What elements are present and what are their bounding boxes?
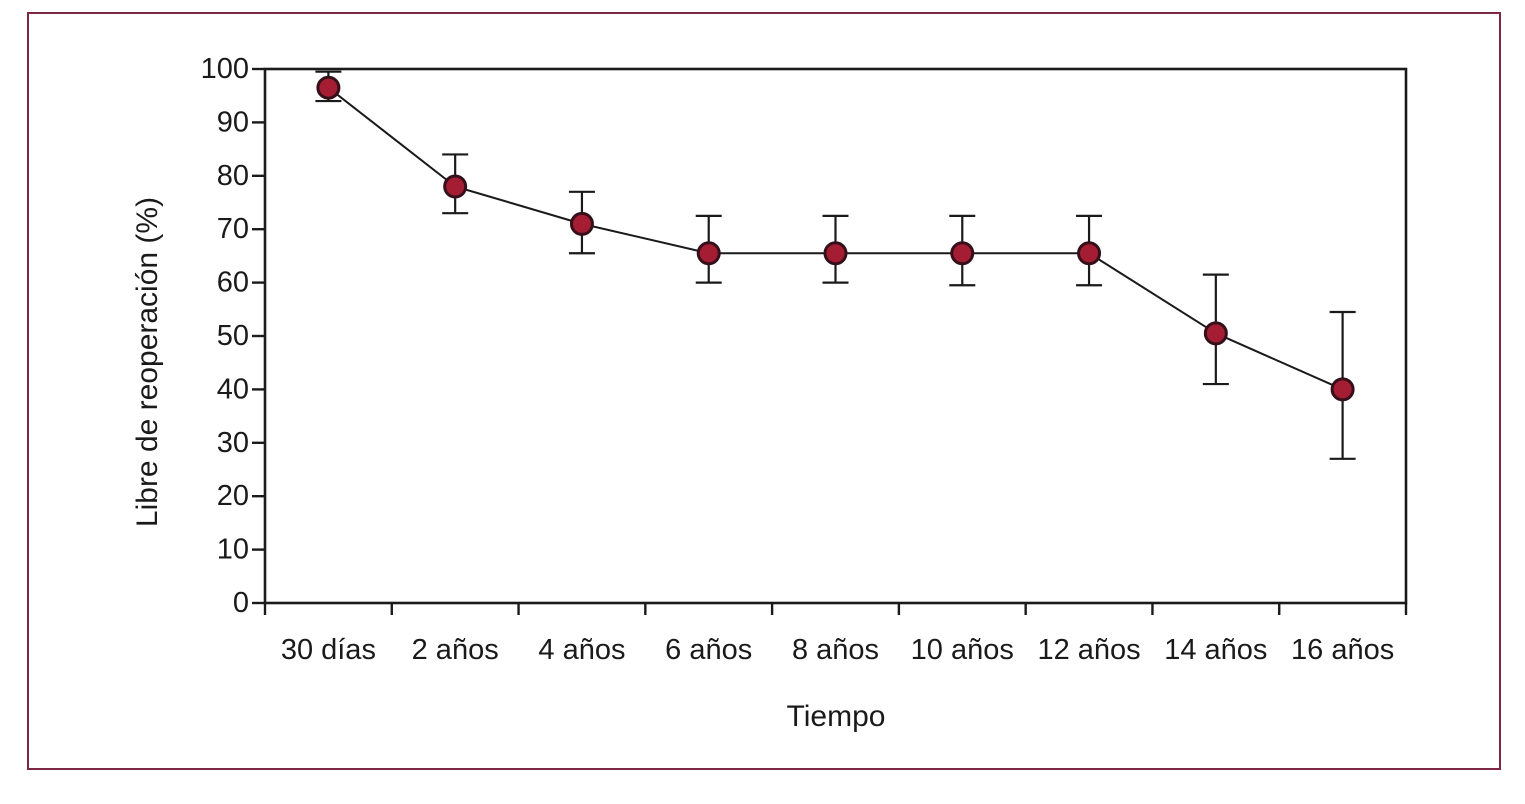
y-tick-label: 60 bbox=[217, 267, 249, 299]
data-point-marker bbox=[823, 241, 848, 266]
figure-border bbox=[27, 12, 1501, 770]
x-tick-label: 8 años bbox=[792, 634, 879, 666]
plot-box bbox=[263, 67, 1408, 605]
x-tick-label: 10 años bbox=[911, 634, 1014, 666]
x-tick-label: 30 días bbox=[281, 634, 376, 666]
data-point-marker bbox=[696, 241, 721, 266]
x-tick-label: 4 años bbox=[538, 634, 625, 666]
data-point-marker bbox=[1203, 321, 1228, 346]
y-tick-label: 20 bbox=[217, 480, 249, 512]
data-point-marker bbox=[950, 241, 975, 266]
y-tick-label: 90 bbox=[217, 106, 249, 138]
data-point-marker bbox=[1330, 377, 1355, 402]
data-point-marker bbox=[1077, 241, 1102, 266]
x-tick-label: 12 años bbox=[1037, 634, 1140, 666]
y-tick-label: 40 bbox=[217, 373, 249, 405]
x-tick-label: 2 años bbox=[412, 634, 499, 666]
y-tick-label: 30 bbox=[217, 427, 249, 459]
y-tick-label: 10 bbox=[217, 534, 249, 566]
y-tick-label: 70 bbox=[217, 213, 249, 245]
x-tick-label: 14 años bbox=[1164, 634, 1267, 666]
x-axis-title: Tiempo bbox=[786, 700, 886, 733]
y-tick-label: 80 bbox=[217, 160, 249, 192]
x-tick-label: 6 años bbox=[665, 634, 752, 666]
data-point-marker bbox=[569, 211, 594, 236]
y-tick-label: 50 bbox=[217, 320, 249, 352]
y-tick-label: 0 bbox=[233, 587, 249, 619]
x-tick-label: 16 años bbox=[1291, 634, 1394, 666]
data-point-marker bbox=[316, 75, 341, 100]
data-point-marker bbox=[443, 174, 468, 199]
y-tick-label: 100 bbox=[201, 53, 249, 85]
